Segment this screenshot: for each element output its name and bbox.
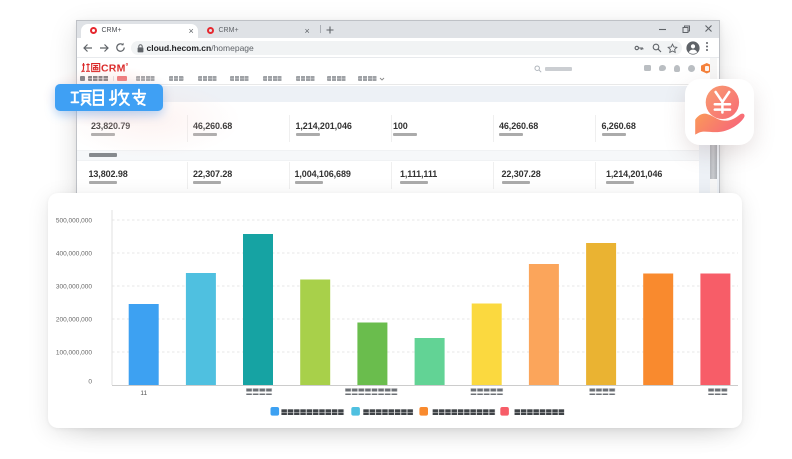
svg-text:200,000,000: 200,000,000 [56, 316, 93, 323]
svg-text:300,000,000: 300,000,000 [56, 283, 93, 290]
svg-text:100,000,000: 100,000,000 [56, 349, 93, 356]
svg-text:400,000,000: 400,000,000 [56, 250, 93, 257]
svg-text:11: 11 [140, 390, 147, 397]
svg-text:0: 0 [88, 378, 92, 385]
svg-text:500,000,000: 500,000,000 [56, 217, 93, 224]
